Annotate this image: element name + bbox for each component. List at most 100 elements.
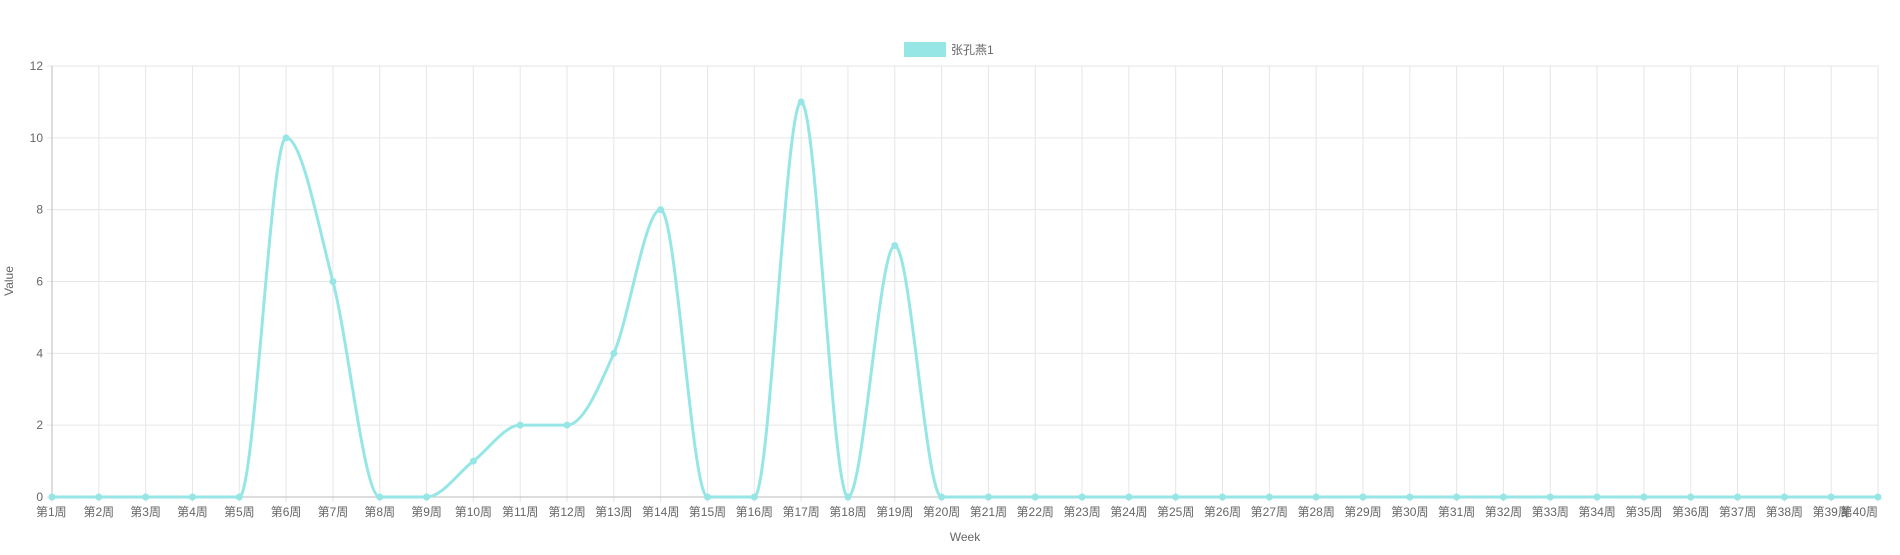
data-point[interactable] — [1640, 493, 1648, 501]
data-point[interactable] — [1593, 493, 1601, 501]
data-point[interactable] — [938, 493, 946, 501]
data-point[interactable] — [1406, 493, 1414, 501]
data-point[interactable] — [1312, 493, 1320, 501]
data-point[interactable] — [516, 421, 524, 429]
x-tick-label: 第21周 — [970, 505, 1007, 519]
data-point[interactable] — [1687, 493, 1695, 501]
x-tick-label: 第26周 — [1204, 505, 1241, 519]
data-point[interactable] — [235, 493, 243, 501]
x-tick-label: 第24周 — [1110, 505, 1147, 519]
x-axis-title: Week — [950, 530, 981, 544]
data-point[interactable] — [376, 493, 384, 501]
x-tick-label: 第4周 — [177, 505, 208, 519]
data-point[interactable] — [657, 206, 665, 214]
x-tick-label: 第17周 — [782, 505, 819, 519]
data-point[interactable] — [1546, 493, 1554, 501]
data-point[interactable] — [1780, 493, 1788, 501]
legend-swatch — [904, 42, 946, 57]
x-tick-label: 第36周 — [1672, 505, 1709, 519]
points-group — [48, 98, 1882, 501]
data-point[interactable] — [423, 493, 431, 501]
x-tick-label: 第32周 — [1485, 505, 1522, 519]
data-point[interactable] — [1827, 493, 1835, 501]
x-tick-label: 第19周 — [876, 505, 913, 519]
x-tick-label: 第30周 — [1391, 505, 1428, 519]
data-point[interactable] — [1499, 493, 1507, 501]
x-tick-label: 第40周 — [1841, 505, 1878, 519]
x-axis-ticks: 第1周 第2周 第3周 第4周 第5周 第6周 第7周 第8周 第9周 第10周 第11周 第12周第… — [36, 505, 1878, 519]
data-point[interactable] — [48, 493, 56, 501]
y-axis-ticks: 0 2 4 6 8 10 12 — [30, 59, 44, 504]
x-tick-label: 第38周 — [1766, 505, 1803, 519]
x-tick-label: 第22周 — [1017, 505, 1054, 519]
x-tick-label: 第27周 — [1251, 505, 1288, 519]
x-tick-label: 第8周 — [364, 505, 395, 519]
x-tick-label: 第10周 — [455, 505, 492, 519]
data-point[interactable] — [1219, 493, 1227, 501]
data-point[interactable] — [984, 493, 992, 501]
data-point[interactable] — [891, 242, 899, 250]
series-line — [52, 100, 1879, 499]
y-tick-label: 12 — [30, 59, 44, 73]
y-tick-label: 0 — [36, 490, 43, 504]
x-tick-label: 第6周 — [271, 505, 302, 519]
legend[interactable]: 张孔燕1 — [904, 42, 994, 57]
y-tick-label: 2 — [36, 418, 43, 432]
x-tick-label: 第3周 — [130, 505, 161, 519]
data-point[interactable] — [1453, 493, 1461, 501]
x-tick-label: 第18周 — [829, 505, 866, 519]
data-point[interactable] — [188, 493, 196, 501]
x-tick-label: 第16周 — [736, 505, 773, 519]
y-tick-label: 4 — [36, 346, 43, 360]
x-tick-label: 第33周 — [1532, 505, 1569, 519]
y-axis-title: Value — [2, 266, 16, 296]
y-tick-label: 6 — [36, 275, 43, 289]
data-point[interactable] — [797, 98, 805, 106]
y-tick-label: 10 — [30, 131, 44, 145]
data-point[interactable] — [610, 349, 618, 357]
data-point[interactable] — [282, 134, 290, 142]
data-point[interactable] — [1125, 493, 1133, 501]
grid — [47, 65, 1879, 502]
data-point[interactable] — [1265, 493, 1273, 501]
data-point[interactable] — [1172, 493, 1180, 501]
data-point[interactable] — [844, 493, 852, 501]
data-point[interactable] — [1078, 493, 1086, 501]
x-tick-label: 第29周 — [1344, 505, 1381, 519]
data-point[interactable] — [469, 457, 477, 465]
data-point[interactable] — [1359, 493, 1367, 501]
x-tick-label: 第34周 — [1578, 505, 1615, 519]
data-point[interactable] — [1734, 493, 1742, 501]
series-group — [52, 100, 1879, 499]
x-tick-label: 第9周 — [411, 505, 442, 519]
data-point[interactable] — [1874, 493, 1882, 501]
x-tick-label: 第23周 — [1063, 505, 1100, 519]
data-point[interactable] — [563, 421, 571, 429]
data-point[interactable] — [750, 493, 758, 501]
data-point[interactable] — [329, 278, 337, 285]
x-tick-label: 第25周 — [1157, 505, 1194, 519]
x-tick-label: 第15周 — [689, 505, 726, 519]
x-tick-label: 第35周 — [1625, 505, 1662, 519]
legend-label: 张孔燕1 — [951, 43, 994, 57]
x-tick-label: 第39周 — [1812, 505, 1849, 519]
x-tick-label: 第28周 — [1297, 505, 1334, 519]
x-tick-label: 第14周 — [642, 505, 679, 519]
x-tick-label: 第12周 — [548, 505, 585, 519]
data-point[interactable] — [95, 493, 103, 501]
x-tick-label: 第11周 — [502, 505, 538, 519]
x-tick-label: 第2周 — [83, 505, 114, 519]
x-tick-label: 第5周 — [224, 505, 255, 519]
y-tick-label: 8 — [36, 203, 43, 217]
x-tick-label: 第13周 — [595, 505, 632, 519]
x-tick-label: 第31周 — [1438, 505, 1475, 519]
x-tick-label: 第7周 — [318, 505, 349, 519]
data-point[interactable] — [1031, 493, 1039, 501]
data-point[interactable] — [703, 493, 711, 501]
x-tick-label: 第20周 — [923, 505, 960, 519]
x-tick-label: 第1周 — [36, 505, 67, 519]
data-point[interactable] — [142, 493, 150, 501]
x-tick-label: 第37周 — [1719, 505, 1756, 519]
